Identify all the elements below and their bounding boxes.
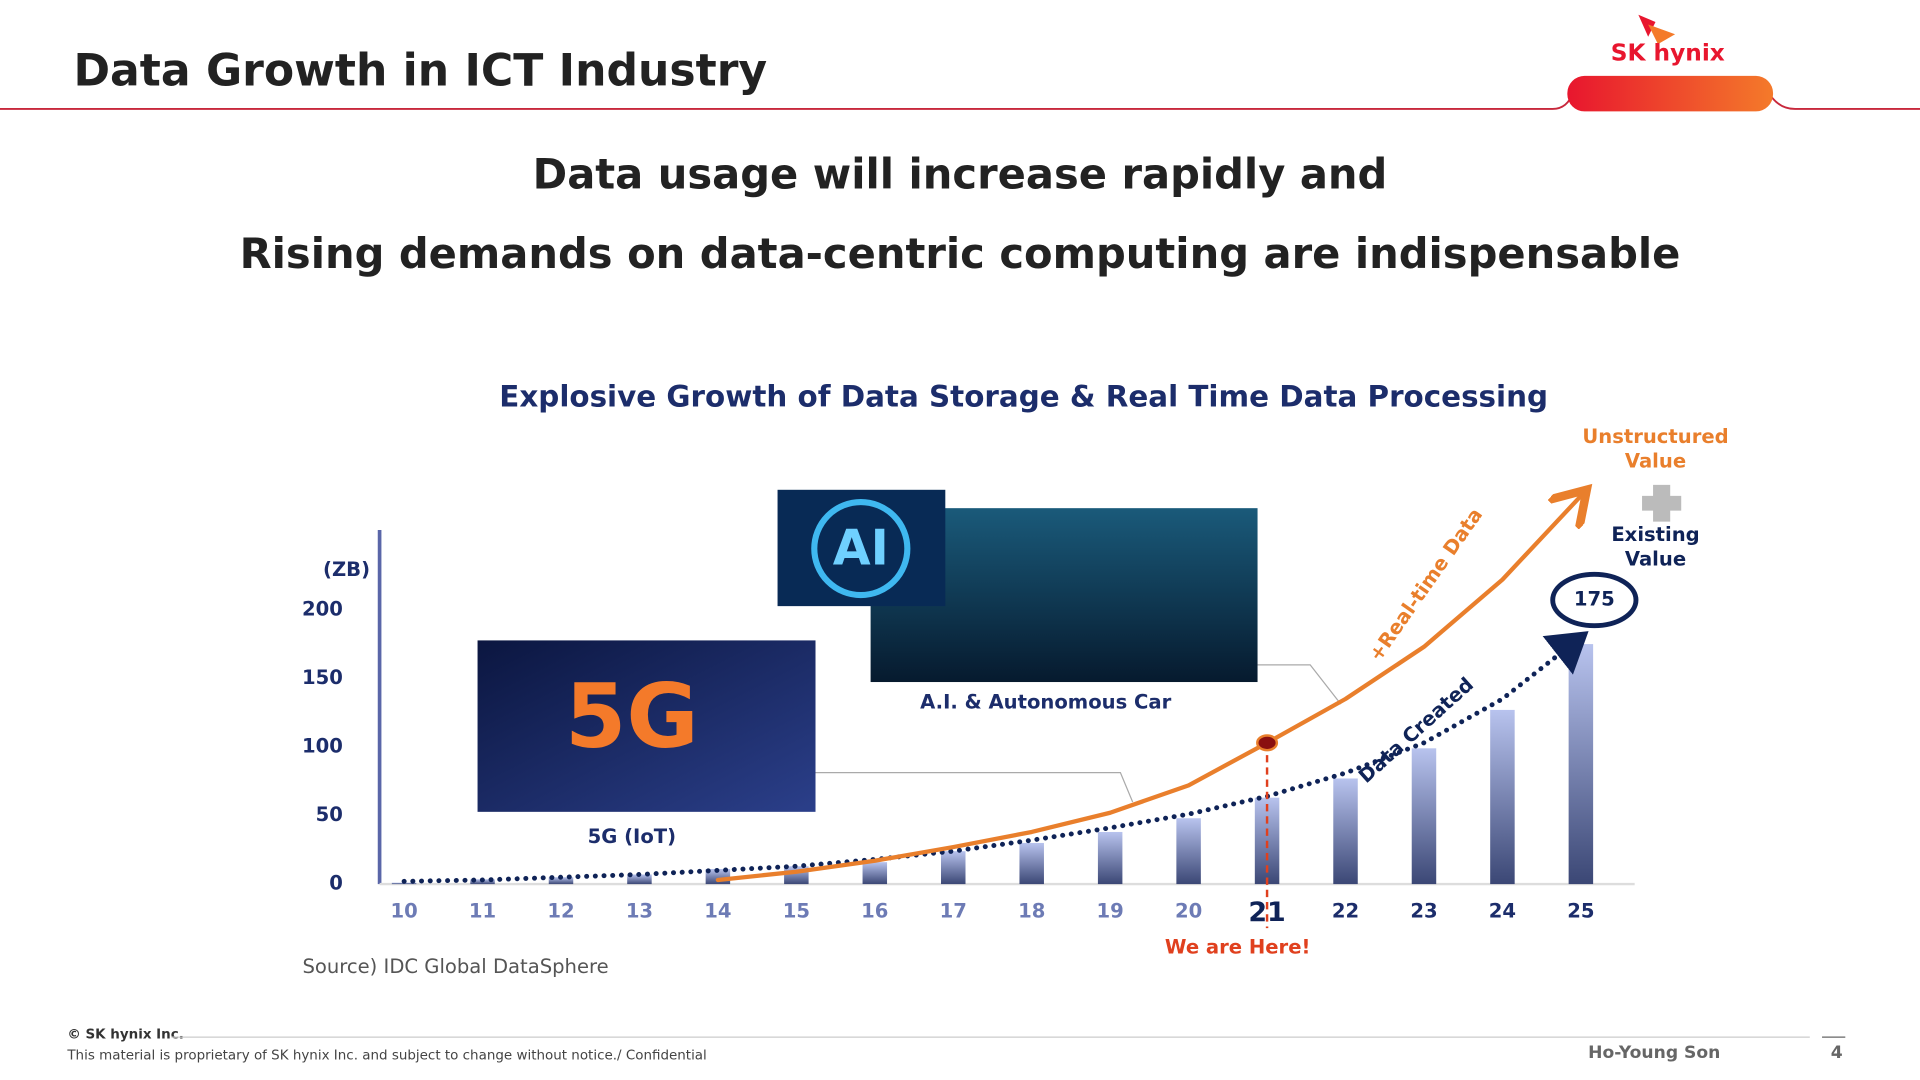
bar: [862, 862, 888, 885]
y-tick-label: 100: [302, 734, 343, 757]
connector: [1257, 664, 1342, 705]
x-tick-label: 15: [783, 900, 810, 923]
ai-ring: [811, 498, 911, 599]
x-tick-label: 11: [469, 900, 496, 923]
bar: [548, 877, 574, 885]
x-tick-label: 24: [1489, 900, 1516, 923]
bar: [627, 874, 652, 885]
value-label: 175: [1574, 588, 1615, 611]
side-label: Existing Value: [1611, 523, 1699, 570]
x-tick-label: 18: [1018, 900, 1045, 923]
image-label: AI: [833, 520, 889, 577]
x-tick-label: 25: [1567, 900, 1594, 923]
image-ai: [777, 489, 946, 607]
x-tick-label: 10: [390, 900, 417, 923]
logo-icon: [1638, 14, 1656, 37]
title: Data Growth in ICT Industry: [73, 45, 767, 96]
side-label: Unstructured Value: [1582, 425, 1728, 472]
logo-icon: [1648, 24, 1676, 45]
annotation: We are Here!: [1165, 935, 1310, 958]
bar: [1019, 842, 1044, 885]
here-point: [1256, 734, 1279, 752]
image-label: 5G: [565, 665, 699, 768]
page-number: 4: [1831, 1043, 1843, 1063]
image-5g: [477, 640, 816, 812]
connector: [815, 772, 1134, 803]
x-tick-label: 14: [704, 900, 731, 923]
presenter: Ho-Young Son: [1588, 1043, 1720, 1063]
x-tick-label: 20: [1175, 900, 1202, 923]
y-tick-label: 200: [302, 597, 343, 620]
x-tick-label: 22: [1332, 900, 1359, 923]
image-caption: A.I. & Autonomous Car: [920, 690, 1172, 713]
bar: [1176, 818, 1201, 885]
headline: Rising demands on data-centric computing…: [240, 229, 1681, 278]
bar: [1568, 644, 1594, 885]
logo: SK hynix: [1611, 39, 1725, 66]
bar: [1097, 831, 1123, 885]
x-tick-label: 16: [861, 900, 888, 923]
x-tick-label: 21: [1248, 897, 1285, 928]
plus-icon: [1642, 484, 1682, 522]
logo-tab: [1567, 75, 1774, 112]
line-label: +Real-time Data: [1364, 504, 1487, 666]
line-series: [401, 631, 1589, 884]
y-tick-label: 0: [329, 872, 343, 895]
image-caption: 5G (IoT): [588, 825, 677, 848]
y-axis-label: (ZB): [323, 558, 370, 581]
chart: (ZB) 0 50 100 150 200 10 11 12 13 14 15 16 17 18 19 20 21…: [302, 425, 1729, 959]
copyright: © SK hynix Inc.: [67, 1028, 184, 1043]
headline: Data usage will increase rapidly and: [533, 150, 1388, 199]
bar: [1411, 748, 1437, 885]
bar: [941, 851, 966, 885]
notice: This material is proprietary of SK hynix…: [66, 1049, 706, 1064]
x-tick-label: 12: [547, 900, 574, 923]
y-tick-label: 50: [316, 803, 343, 826]
x-tick-label: 23: [1410, 900, 1437, 923]
y-tick-label: 150: [302, 666, 343, 689]
x-tick-label: 17: [940, 900, 967, 923]
bar: [1333, 778, 1358, 885]
x-tick-label: 19: [1097, 900, 1124, 923]
x-tick-label: 13: [626, 900, 653, 923]
bar: [1490, 709, 1515, 885]
source: Source) IDC Global DataSphere: [302, 955, 608, 978]
chart-title: Explosive Growth of Data Storage & Real …: [499, 379, 1548, 413]
callout-ring: [1550, 571, 1639, 629]
line-series: [715, 496, 1581, 883]
